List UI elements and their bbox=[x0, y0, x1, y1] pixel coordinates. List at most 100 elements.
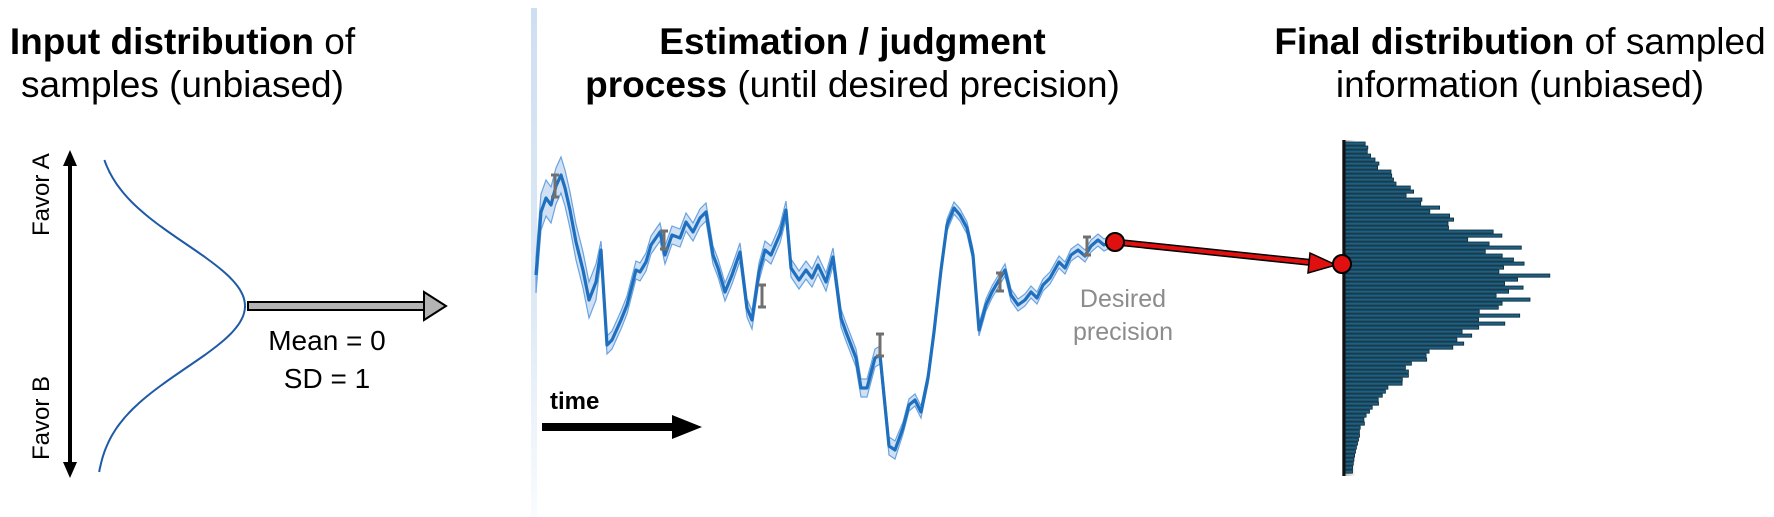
histogram-bar bbox=[1344, 205, 1440, 210]
precision-marker-end bbox=[1332, 254, 1352, 274]
histogram-bar bbox=[1344, 421, 1365, 426]
histogram-bar bbox=[1344, 365, 1406, 370]
histogram-bar bbox=[1344, 213, 1450, 218]
histogram-bar bbox=[1344, 317, 1480, 322]
histogram-bar bbox=[1344, 457, 1355, 462]
red-arrow-right-icon bbox=[1114, 238, 1339, 275]
histogram-bar bbox=[1344, 245, 1522, 250]
process-confidence-band bbox=[535, 155, 1111, 460]
process-estimate-line bbox=[534, 173, 1111, 452]
favor-a-label: Favor A bbox=[28, 153, 55, 236]
histogram-bar bbox=[1344, 265, 1505, 270]
error-bar-1 bbox=[551, 173, 559, 199]
histogram-bar bbox=[1344, 233, 1503, 238]
histogram-bar bbox=[1344, 381, 1403, 386]
histogram-bar bbox=[1344, 341, 1465, 346]
histogram-bar bbox=[1344, 429, 1360, 434]
histogram-bar bbox=[1344, 309, 1480, 314]
histogram-bar bbox=[1344, 149, 1368, 154]
input-bell-curve bbox=[98, 159, 247, 473]
favor-b-label: Favor B bbox=[28, 375, 55, 460]
histogram-bar bbox=[1344, 269, 1500, 274]
process-error-bars bbox=[551, 173, 1091, 358]
histogram-bar bbox=[1344, 173, 1393, 178]
histogram-bar bbox=[1344, 393, 1383, 398]
process-title-line1: Estimation / judgment bbox=[659, 21, 1046, 62]
final-histogram bbox=[1344, 141, 1551, 474]
error-bar-5 bbox=[996, 271, 1004, 293]
time-label: time bbox=[550, 388, 600, 415]
histogram-bar bbox=[1344, 409, 1370, 414]
histogram-bar bbox=[1344, 217, 1454, 222]
histogram-bar bbox=[1344, 369, 1409, 374]
error-bar-3 bbox=[758, 283, 766, 309]
gray-arrow-right-icon bbox=[247, 290, 448, 322]
process-start-band bbox=[531, 8, 537, 516]
process-title: Estimation / judgment process (until des… bbox=[540, 20, 1165, 106]
input-distribution-title: Input distribution of samples (unbiased) bbox=[0, 20, 365, 106]
histogram-bar bbox=[1344, 185, 1411, 190]
input-title-bold: Input distribution bbox=[9, 21, 314, 62]
histogram-bar bbox=[1344, 257, 1514, 262]
histogram-bar bbox=[1344, 261, 1525, 266]
desired-line2: precision bbox=[1072, 318, 1174, 346]
histogram-bar bbox=[1344, 141, 1366, 146]
histogram-bar bbox=[1344, 209, 1431, 214]
histogram-bar bbox=[1344, 313, 1521, 318]
histogram-bar bbox=[1344, 153, 1372, 158]
histogram-bar bbox=[1344, 253, 1503, 258]
histogram-bar bbox=[1344, 349, 1430, 354]
double-arrow-vertical-icon bbox=[63, 150, 77, 478]
histogram-bar bbox=[1344, 277, 1519, 282]
histogram-bar bbox=[1344, 281, 1506, 286]
histogram-bar bbox=[1344, 373, 1409, 378]
histogram-bar bbox=[1344, 377, 1403, 382]
desired-precision-label: Desired precision bbox=[1063, 283, 1183, 349]
histogram-bar bbox=[1344, 425, 1361, 430]
histogram-bar bbox=[1344, 157, 1376, 162]
final-distribution-title: Final distribution of sampled informatio… bbox=[1250, 20, 1774, 106]
histogram-bar bbox=[1344, 385, 1389, 390]
mean-label: Mean = 0 bbox=[268, 325, 386, 356]
histogram-bar bbox=[1344, 337, 1458, 342]
histogram-bar bbox=[1344, 221, 1449, 226]
histogram-bar bbox=[1344, 189, 1414, 194]
histogram-bar bbox=[1344, 237, 1469, 242]
histogram-bar bbox=[1344, 249, 1486, 254]
histogram-bar bbox=[1344, 193, 1407, 198]
process-title-rest: (until desired precision) bbox=[727, 64, 1120, 105]
histogram-bar bbox=[1344, 293, 1497, 298]
histogram-bar bbox=[1344, 181, 1397, 186]
histogram-bar bbox=[1344, 361, 1412, 366]
histogram-bar bbox=[1344, 413, 1367, 418]
histogram-bar bbox=[1344, 357, 1428, 362]
histogram-bar bbox=[1344, 401, 1379, 406]
error-bar-6 bbox=[1083, 235, 1091, 257]
histogram-bar bbox=[1344, 437, 1359, 442]
final-title-line2: information (unbiased) bbox=[1335, 64, 1705, 105]
histogram-bar bbox=[1344, 273, 1551, 278]
error-bar-4 bbox=[876, 332, 884, 358]
histogram-bar bbox=[1344, 449, 1356, 454]
histogram-bar bbox=[1344, 197, 1423, 202]
final-title-rest: of sampled bbox=[1574, 21, 1766, 62]
histogram-bar bbox=[1344, 417, 1365, 422]
histogram-bar bbox=[1344, 297, 1531, 302]
histogram-bar bbox=[1344, 301, 1503, 306]
sd-label: SD = 1 bbox=[283, 363, 371, 394]
histogram-bar bbox=[1344, 441, 1358, 446]
histogram-bar bbox=[1344, 445, 1357, 450]
histogram-bar bbox=[1344, 465, 1353, 470]
histogram-bar bbox=[1344, 333, 1473, 338]
histogram-bar bbox=[1344, 325, 1480, 330]
input-title-rest: of bbox=[314, 21, 356, 62]
precision-marker-start bbox=[1105, 232, 1125, 252]
histogram-bar bbox=[1344, 225, 1449, 230]
histogram-bar bbox=[1344, 229, 1494, 234]
histogram-bar bbox=[1344, 145, 1369, 150]
histogram-bar bbox=[1344, 165, 1378, 170]
histogram-bar bbox=[1344, 469, 1353, 474]
histogram-bar bbox=[1344, 389, 1386, 394]
histogram-bar bbox=[1344, 305, 1499, 310]
